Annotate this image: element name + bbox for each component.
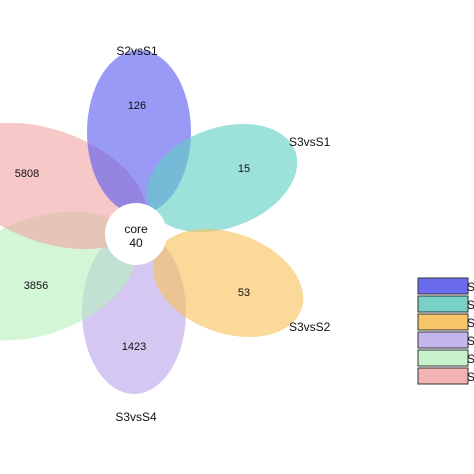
- legend-text: S: [467, 352, 474, 366]
- set-label-s3vss1: S3vsS1: [289, 135, 331, 149]
- petal-s3vss2: [152, 228, 304, 338]
- legend-swatch: [417, 277, 469, 295]
- count-lower-left: 3856: [24, 280, 48, 292]
- set-label-s3vss4: S3vsS4: [115, 410, 157, 424]
- core-value: 40: [129, 236, 143, 250]
- count-s3vss4: 1423: [122, 341, 146, 353]
- count-s3vss2: 53: [238, 287, 250, 299]
- legend-swatch: [417, 295, 469, 313]
- legend-swatch: [417, 367, 469, 385]
- core-label: core: [124, 222, 148, 236]
- legend-text: S: [467, 334, 474, 348]
- petal-group: [0, 50, 304, 394]
- legend: S S S S S S: [417, 277, 474, 385]
- count-s2vss1: 126: [128, 100, 146, 112]
- legend-text: S: [467, 316, 474, 330]
- legend-text: S: [467, 280, 474, 294]
- set-label-s2vss1: S2vsS1: [116, 44, 158, 58]
- count-upper-left: 5808: [15, 168, 39, 180]
- legend-text: S: [467, 370, 474, 384]
- petal-s3vss1: [146, 123, 298, 233]
- legend-swatch: [417, 349, 469, 367]
- legend-text: S: [467, 298, 474, 312]
- legend-swatch: [417, 331, 469, 349]
- count-s3vss1: 15: [238, 163, 250, 175]
- set-label-s3vss2: S3vsS2: [289, 320, 331, 334]
- legend-swatch: [417, 313, 469, 331]
- core-circle: [105, 203, 167, 265]
